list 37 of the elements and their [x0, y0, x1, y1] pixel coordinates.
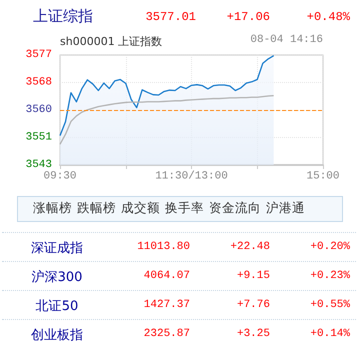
chart-subtitle: sh000001 上证指数: [60, 34, 162, 49]
text: 11013.80: [137, 241, 190, 253]
text: 沪港通: [266, 200, 305, 217]
text: +0.48%: [306, 10, 350, 24]
text: +0.23%: [310, 270, 350, 282]
chart-title: 上证综指: [33, 7, 93, 26]
text: +3.25: [236, 328, 270, 340]
text: 北证50: [34, 298, 80, 315]
line-series: [59, 95, 274, 145]
text: +7.76: [236, 299, 270, 311]
text: +0.14%: [310, 328, 350, 340]
text: 2325.87: [144, 328, 190, 340]
text: +0.55%: [310, 299, 350, 311]
text: 创业板指: [30, 327, 84, 344]
text: 资金流向: [209, 200, 261, 217]
x-tick-label: 15:00: [306, 170, 340, 182]
y-tick-label: 3568: [26, 76, 52, 88]
text: 沪深300: [30, 269, 84, 286]
text: 跌幅榜: [77, 200, 116, 217]
x-tick-label: 09:30: [43, 170, 77, 182]
text: 换手率: [165, 200, 204, 217]
text: 4064.07: [144, 270, 190, 282]
y-tick-label: 3543: [26, 159, 52, 171]
y-tick-label: 3560: [26, 104, 52, 116]
text: 深证成指: [30, 240, 84, 257]
x-tick-label: 11:30/13:00: [155, 170, 228, 182]
y-tick-label: 3577: [26, 49, 52, 61]
text: +17.06: [226, 10, 270, 24]
text: 3577.01: [146, 10, 196, 24]
text: 08-04 14:16: [250, 34, 323, 46]
text: +0.20%: [310, 241, 350, 253]
text: 1427.37: [144, 299, 190, 311]
text: +9.15: [236, 270, 270, 282]
text: 涨幅榜: [33, 200, 72, 217]
text: 成交额: [121, 200, 160, 217]
y-tick-label: 3551: [26, 132, 52, 144]
text: +22.48: [230, 241, 270, 253]
